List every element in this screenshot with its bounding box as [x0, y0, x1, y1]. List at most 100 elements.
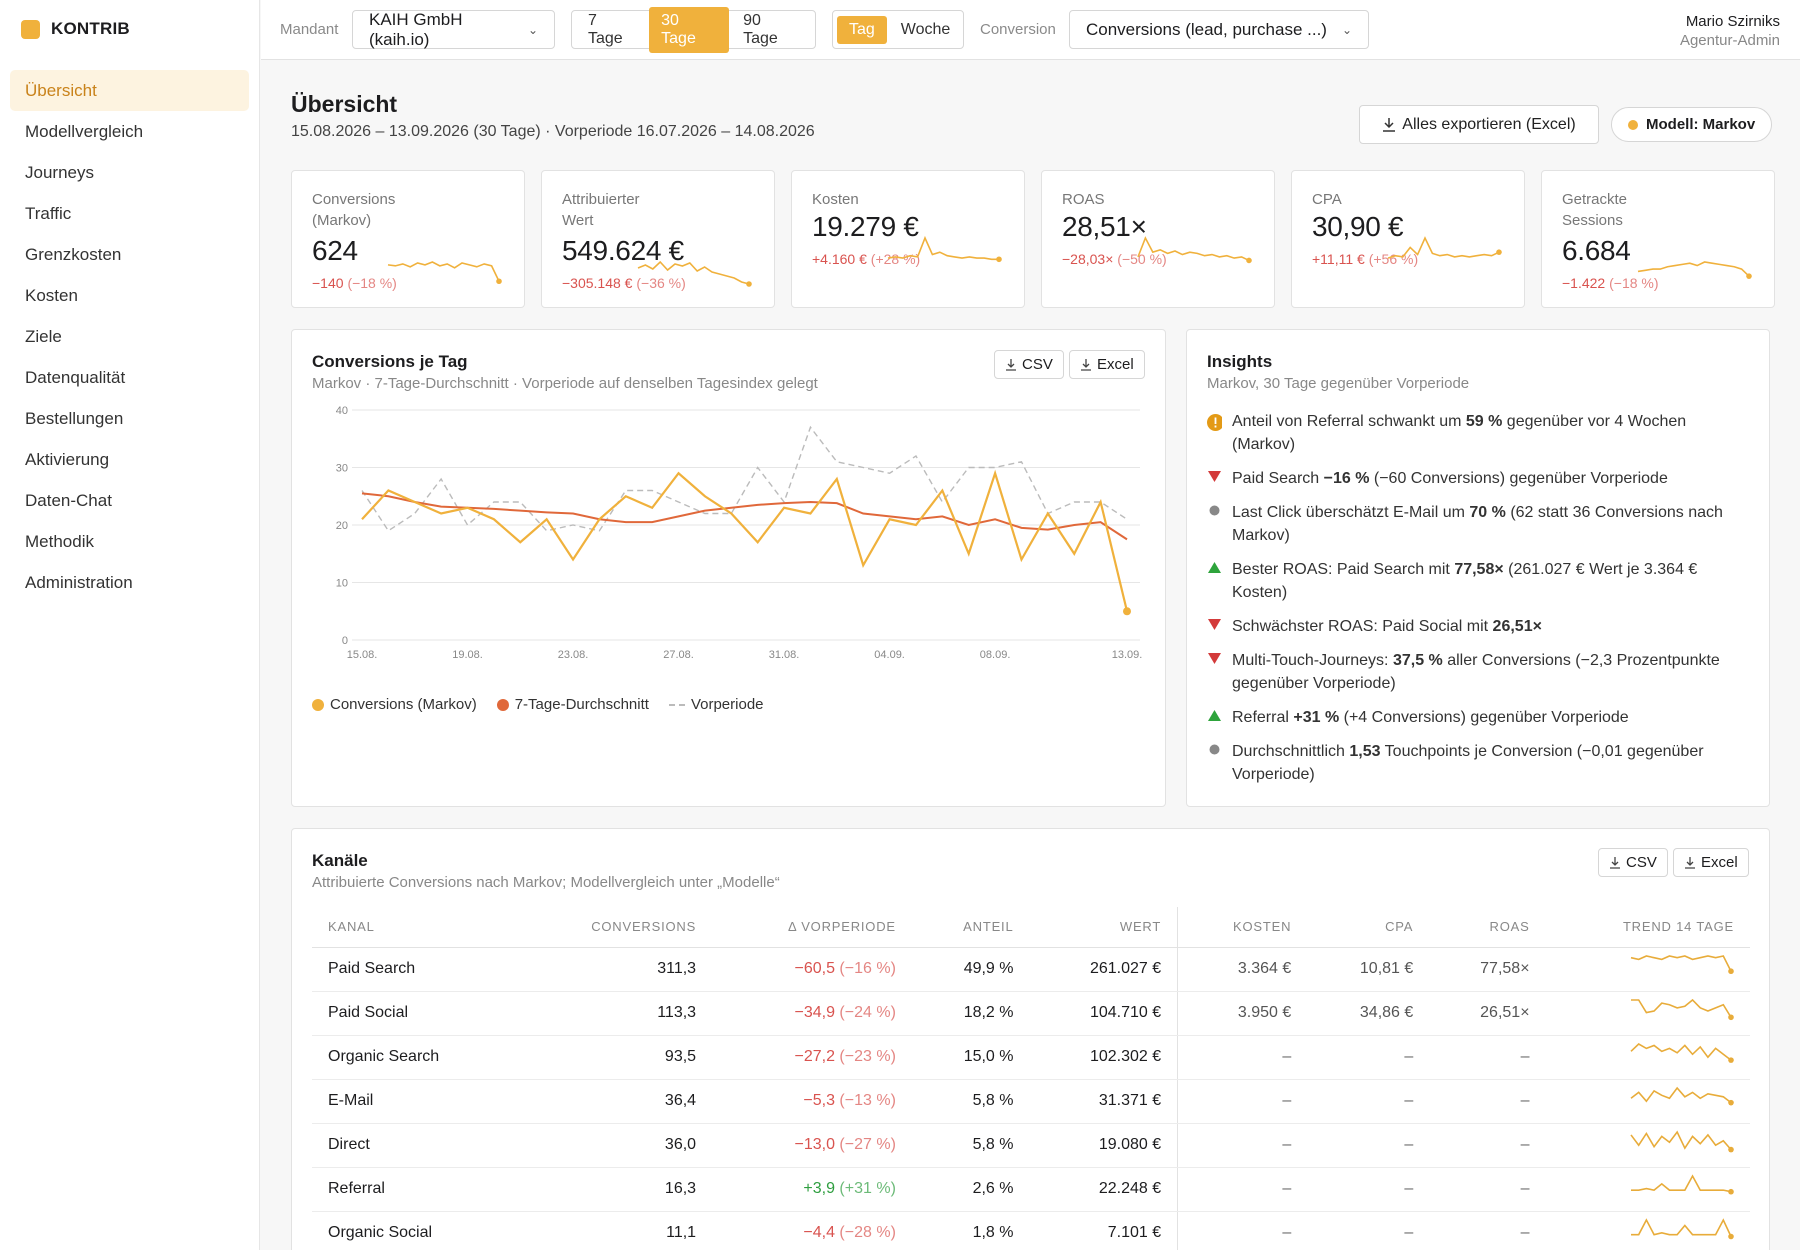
cell-value: –	[1282, 1180, 1292, 1197]
cell-kosten: 3.364 €	[1177, 947, 1308, 992]
cell-kosten: –	[1177, 1167, 1308, 1212]
insight-text: Durchschnittlich 1,53 Touchpoints je Con…	[1232, 740, 1749, 786]
column-header-wert[interactable]: WERT	[1029, 907, 1178, 948]
x-tick-label: 19.08.	[452, 649, 483, 661]
download-icon	[1081, 359, 1091, 371]
range-option-90-tage[interactable]: 90 Tage	[743, 11, 778, 47]
kpi-card-getrackte-sessions[interactable]: Getrackte Sessions 6.684 −1.422 (−18 %)	[1541, 170, 1775, 308]
chart-csv-button[interactable]: CSV	[994, 350, 1064, 379]
legend-item-vorperiode: Vorperiode	[668, 696, 764, 713]
cell-conv: 36,4	[516, 1079, 713, 1124]
cell-value: Organic Social	[328, 1224, 433, 1241]
x-tick-label: 13.09.	[1112, 649, 1143, 661]
table-row[interactable]: Paid Social 113,3 −34,9 (−24 %) 18,2 % 104.7…	[312, 991, 1750, 1036]
kpi-card-kosten[interactable]: Kosten 19.279 € +4.160 € (+28 %)	[791, 170, 1025, 308]
kpi-card-conversions-markov[interactable]: Conversions (Markov) 624 −140 (−18 %)	[291, 170, 525, 308]
legend-dot-icon	[496, 698, 509, 711]
sidebar-item-methodik[interactable]: Methodik	[10, 521, 249, 562]
sidebar-item-bestellungen[interactable]: Bestellungen	[10, 398, 249, 439]
kpi-label: Getrackte Sessions	[1562, 191, 1628, 229]
model-badge[interactable]: Modell: Markov	[1611, 107, 1773, 142]
cell-value: –	[1404, 1136, 1414, 1153]
sidebar-item-journeys[interactable]: Journeys	[10, 152, 249, 193]
kpi-card-cpa[interactable]: CPA 30,90 € +11,11 € (+56 %)	[1291, 170, 1525, 308]
sidebar-item-modellvergleich[interactable]: Modellvergleich	[10, 111, 249, 152]
sidebar-item-kosten[interactable]: Kosten	[10, 275, 249, 316]
kpi-sparkline	[387, 261, 502, 285]
sidebar-item-datenqualität[interactable]: Datenqualität	[10, 357, 249, 398]
column-header-kosten[interactable]: KOSTEN	[1177, 907, 1308, 948]
delta-value: −5,3	[803, 1092, 835, 1109]
insights-subtitle: Markov, 30 Tage gegenüber Vorperiode	[1207, 375, 1470, 392]
conversion-select[interactable]: Conversions (lead, purchase ...) ⌄	[1069, 10, 1369, 49]
sidebar-item-übersicht[interactable]: Übersicht	[10, 70, 249, 111]
table-row[interactable]: E-Mail 36,4 −5,3 (−13 %) 5,8 % 31.371 € – – –	[312, 1079, 1750, 1124]
table-row[interactable]: Referral 16,3 +3,9 (+31 %) 2,6 % 22.248 € – – –	[312, 1167, 1750, 1212]
sidebar-item-administration[interactable]: Administration	[10, 562, 249, 603]
column-header-roas[interactable]: ROAS	[1429, 907, 1546, 948]
mandant-select[interactable]: KAIH GmbH (kaih.io) ⌄	[352, 10, 555, 49]
x-tick-label: 23.08.	[558, 649, 589, 661]
cell-value: 19.080 €	[1098, 1136, 1162, 1153]
insight-text: Bester ROAS: Paid Search mit 77,58× (261…	[1232, 558, 1749, 604]
kpi-card-attribuierter-wert[interactable]: Attribuierter Wert 549.624 € −305.148 € (−…	[541, 170, 775, 308]
cell-wert: 19.080 €	[1029, 1123, 1178, 1168]
mandant-label: Mandant	[280, 21, 339, 38]
cell-anteil: 15,0 %	[911, 1035, 1030, 1080]
kpi-delta-value: −305.148 €	[562, 275, 633, 291]
trend-sparkline	[1631, 998, 1734, 1020]
channels-csv-button[interactable]: CSV	[1598, 848, 1668, 877]
granularity-option-tag[interactable]: Tag	[837, 15, 887, 44]
user-menu[interactable]: Mario Szirniks Agentur-Admin	[1680, 12, 1780, 50]
y-tick-label: 0	[342, 635, 348, 647]
sidebar-item-daten-chat[interactable]: Daten-Chat	[10, 480, 249, 521]
column-header-trend-14-tage[interactable]: TREND 14 TAGE	[1545, 907, 1750, 948]
channels-excel-button[interactable]: Excel	[1673, 848, 1749, 877]
sidebar-item-aktivierung[interactable]: Aktivierung	[10, 439, 249, 480]
trend-sparkline	[1631, 1217, 1734, 1239]
column-header-conversions[interactable]: CONVERSIONS	[516, 907, 713, 948]
sparkline-end-point	[1728, 1056, 1734, 1063]
table-row[interactable]: Paid Search 311,3 −60,5 (−16 %) 49,9 % 261.0…	[312, 947, 1750, 992]
cell-roas: –	[1429, 1211, 1546, 1250]
granularity-option-woche[interactable]: Woche	[900, 20, 951, 38]
range-option-7-tage[interactable]: 7 Tage	[588, 11, 623, 47]
table-row[interactable]: Organic Social 11,1 −4,4 (−28 %) 1,8 % 7.101…	[312, 1211, 1750, 1250]
granularity-selector: Tag Woche	[832, 10, 964, 49]
chart-card: Conversions je Tag Markov · 7-Tage-Durch…	[291, 329, 1166, 807]
range-option-30-tage[interactable]: 30 Tage	[649, 6, 730, 53]
export-all-button[interactable]: Alles exportieren (Excel)	[1359, 105, 1599, 144]
legend-dot-icon	[312, 698, 324, 711]
sidebar-item-grenzkosten[interactable]: Grenzkosten	[10, 234, 249, 275]
insight-item: Durchschnittlich 1,53 Touchpoints je Con…	[1207, 740, 1749, 786]
kpi-delta-pct: (−50 %)	[1117, 251, 1167, 267]
column-header-anteil[interactable]: ANTEIL	[911, 907, 1030, 948]
cell-value: 3.950 €	[1237, 1004, 1292, 1021]
table-row[interactable]: Direct 36,0 −13,0 (−27 %) 5,8 % 19.080 € – – –	[312, 1123, 1750, 1168]
cell-value: –	[1404, 1224, 1414, 1241]
page-subtitle: 15.08.2026 – 13.09.2026 (30 Tage) · Vorp…	[291, 123, 815, 140]
sparkline-end-point	[1746, 273, 1752, 279]
sparkline-path	[1630, 1086, 1732, 1103]
cell-wert: 22.248 €	[1029, 1167, 1178, 1212]
column-header-cpa[interactable]: CPA	[1307, 907, 1430, 948]
brand[interactable]: KONTRIB	[0, 0, 259, 58]
sidebar-item-traffic[interactable]: Traffic	[10, 193, 249, 234]
column-header-kanal[interactable]: KANAL	[312, 907, 517, 948]
sidebar-item-ziele[interactable]: Ziele	[10, 316, 249, 357]
channels-card: Kanäle Attribuierte Conversions nach Mar…	[291, 828, 1770, 1250]
column-header-vorperiode[interactable]: Δ VORPERIODE	[712, 907, 912, 948]
kpi-card-roas[interactable]: ROAS 28,51× −28,03× (−50 %)	[1041, 170, 1275, 308]
insight-item: Multi-Touch-Journeys: 37,5 % aller Conve…	[1207, 649, 1749, 695]
kpi-label: CPA	[1312, 191, 1342, 208]
chart-excel-button[interactable]: Excel	[1069, 350, 1145, 379]
cell-value: 5,8 %	[972, 1092, 1014, 1109]
sparkline-path	[1631, 1173, 1732, 1192]
cell-value: –	[1404, 1180, 1414, 1197]
cell-kanal: Paid Social	[312, 991, 517, 1036]
table-row[interactable]: Organic Search 93,5 −27,2 (−23 %) 15,0 % 102…	[312, 1035, 1750, 1080]
cell-delta: −13,0 (−27 %)	[712, 1123, 912, 1168]
x-tick-label: 31.08.	[769, 649, 800, 661]
cell-value: 7.101 €	[1107, 1224, 1162, 1241]
insight-text-highlight: 26,51×	[1492, 618, 1542, 635]
